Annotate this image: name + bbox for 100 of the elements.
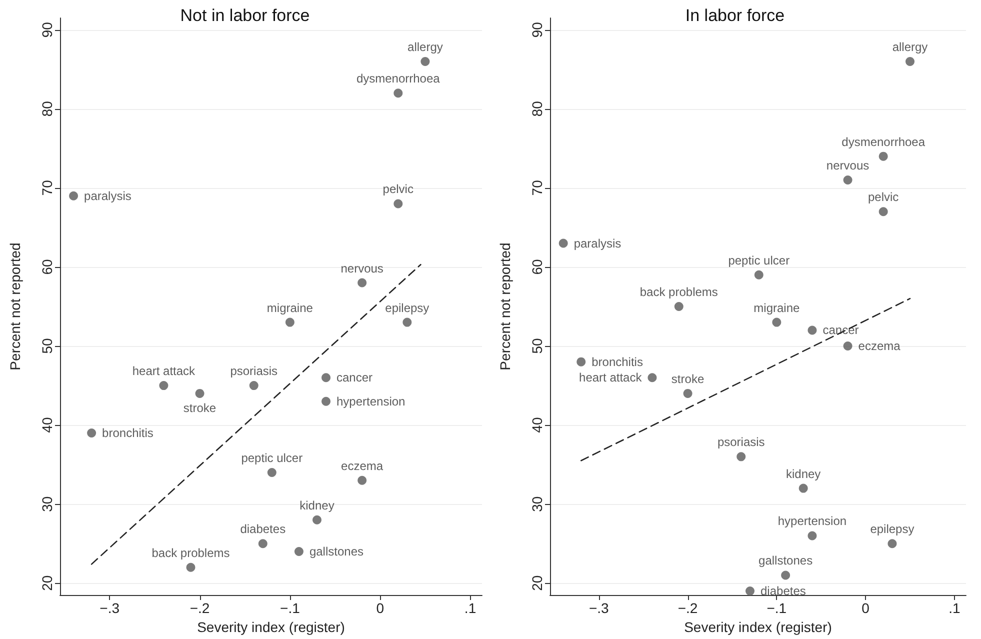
- y-tick-label: 30: [529, 496, 545, 512]
- y-tick-label: 60: [39, 258, 55, 275]
- series-label: kidney: [786, 466, 821, 481]
- point: [249, 381, 258, 390]
- point: [294, 547, 304, 556]
- series-label: paralysis: [84, 188, 132, 203]
- series-label: pelvic: [382, 182, 414, 196]
- point: [843, 176, 852, 185]
- point: [186, 562, 196, 572]
- point: [87, 428, 96, 438]
- chart-title: Not in labor force: [180, 6, 310, 25]
- point: [258, 539, 268, 548]
- series-label: gallstones: [309, 544, 364, 559]
- point: [878, 152, 888, 161]
- point: [772, 318, 782, 327]
- point: [888, 539, 897, 548]
- y-tick-label: 40: [529, 417, 545, 433]
- point: [394, 199, 403, 208]
- series-label: peptic ulcer: [728, 253, 790, 268]
- series-label: eczema: [858, 339, 901, 354]
- series-label: diabetes: [760, 584, 806, 598]
- series-label: psoriasis: [230, 364, 278, 378]
- point: [558, 238, 568, 248]
- x-tick-label: 0: [376, 600, 384, 616]
- series-label: gallstones: [758, 554, 813, 568]
- point: [683, 388, 692, 398]
- series-label: hypertension: [336, 394, 406, 408]
- point: [358, 476, 367, 485]
- point: [808, 531, 817, 540]
- point: [420, 56, 430, 66]
- x-tick-label: 0: [862, 600, 870, 616]
- series-label: dysmenorrhoea: [842, 134, 926, 149]
- point: [754, 270, 764, 280]
- series-label: peptic ulcer: [241, 450, 303, 465]
- y-tick-label: 50: [39, 338, 55, 354]
- y-tick-label: 20: [529, 575, 545, 591]
- y-tick-label: 70: [39, 180, 55, 196]
- point: [322, 396, 331, 406]
- chart-title: In labor force: [685, 6, 785, 25]
- x-axis-title: Severity index (register): [684, 618, 832, 635]
- point: [312, 515, 322, 524]
- series-label: pelvic: [868, 190, 899, 204]
- y-tick-label: 90: [529, 22, 545, 38]
- series-label: migraine: [266, 300, 314, 315]
- series-label: back problems: [640, 285, 718, 299]
- series-label: paralysis: [574, 236, 622, 250]
- point: [159, 381, 168, 390]
- series-label: allergy: [408, 40, 443, 54]
- series-label: epilepsy: [385, 300, 430, 315]
- y-axis-title: Percent not reported: [497, 242, 513, 370]
- point: [69, 191, 78, 200]
- series-label: cancer: [822, 323, 859, 338]
- series-label: stroke: [671, 372, 704, 386]
- series-label: nervous: [340, 261, 384, 276]
- x-axis-title: Severity index (register): [197, 618, 345, 635]
- series-label: bronchitis: [592, 354, 643, 369]
- point: [648, 373, 657, 382]
- point: [746, 586, 754, 596]
- point: [878, 207, 888, 216]
- y-tick-label: 70: [529, 180, 545, 196]
- series-label: allergy: [892, 40, 928, 54]
- y-tick-label: 50: [529, 338, 545, 354]
- y-tick-label: 40: [39, 417, 55, 433]
- point: [843, 342, 852, 351]
- x-tick-label: −.1: [280, 600, 300, 616]
- series-label: migraine: [754, 300, 800, 315]
- y-axis-title: Percent not reported: [7, 242, 23, 370]
- x-tick-label: −.3: [588, 600, 610, 616]
- point: [781, 570, 790, 580]
- point: [808, 326, 817, 335]
- series-label: back problems: [152, 546, 230, 560]
- series-label: hypertension: [778, 514, 847, 528]
- point: [736, 452, 746, 462]
- y-tick-label: 90: [39, 22, 55, 38]
- series-label: eczema: [341, 458, 384, 473]
- point: [285, 318, 294, 327]
- point: [267, 468, 276, 477]
- series-label: diabetes: [240, 522, 286, 536]
- x-tick-label: −.2: [190, 600, 210, 616]
- series-label: kidney: [300, 498, 334, 512]
- point: [402, 318, 412, 327]
- point: [798, 484, 808, 493]
- x-tick-label: .1: [948, 600, 960, 616]
- series-label: psoriasis: [717, 435, 765, 450]
- series-label: stroke: [183, 400, 216, 415]
- y-tick-label: 80: [529, 100, 545, 117]
- x-tick-label: −.2: [678, 600, 698, 616]
- series-label: epilepsy: [870, 522, 914, 536]
- point: [195, 388, 204, 398]
- y-tick-label: 30: [39, 496, 55, 512]
- x-tick-label: −.1: [766, 600, 787, 616]
- point: [394, 88, 403, 98]
- x-tick-label: −.3: [100, 600, 120, 616]
- series-label: dysmenorrhoea: [356, 72, 440, 86]
- y-tick-label: 80: [39, 100, 55, 117]
- x-tick-label: .1: [464, 600, 476, 616]
- point: [906, 56, 914, 66]
- series-label: heart attack: [579, 370, 643, 385]
- point: [576, 357, 586, 366]
- point: [358, 278, 367, 288]
